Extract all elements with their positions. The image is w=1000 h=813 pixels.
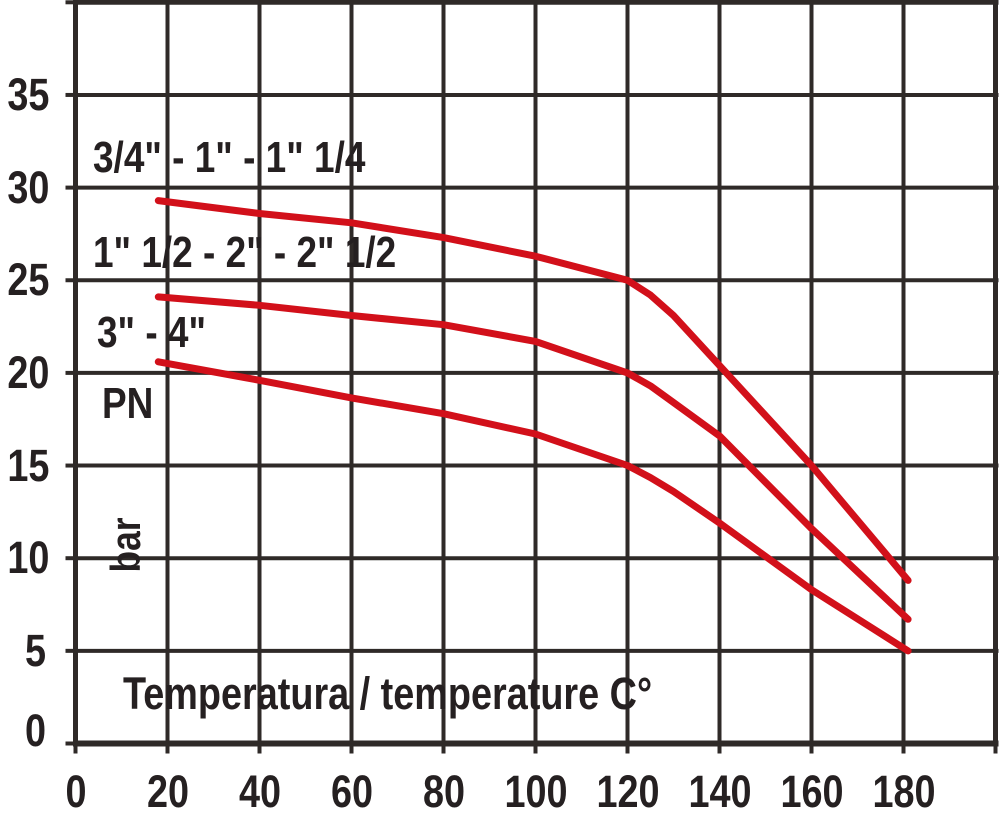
series-label-small-sizes: 3/4" - 1" - 1" 1/4 (93, 133, 366, 182)
y-axis-unit-pn-label: PN (102, 378, 154, 428)
x-tick-label: 0 (64, 766, 87, 813)
y-tick-label: 20 (7, 346, 50, 398)
x-tick-label: 80 (422, 766, 465, 813)
curve-medium-sizes (154, 293, 912, 623)
y-axis-unit-bar-label: bar (102, 517, 150, 573)
series-label-large-sizes: 3" - 4" (97, 308, 207, 358)
y-tick-label: 10 (7, 532, 50, 584)
x-tick-label: 180 (871, 766, 936, 813)
x-tick-label: 60 (330, 766, 373, 813)
x-tick-label: 160 (779, 766, 844, 813)
x-tick-label: 40 (238, 766, 281, 813)
curve-small-sizes (154, 197, 912, 584)
x-tick-label: 140 (687, 766, 752, 813)
y-tick-label: 30 (7, 161, 50, 213)
x-tick-label: 20 (146, 766, 189, 813)
y-tick-label: 35 (7, 68, 50, 120)
x-axis-title: Temperatura / temperature C° (122, 668, 652, 719)
x-tick-label: 120 (595, 766, 660, 813)
y-tick-label: 25 (7, 254, 50, 306)
y-tick-label: 15 (7, 439, 50, 491)
series-label-medium-sizes: 1" 1/2 - 2" - 2" 1/2 (93, 227, 397, 277)
y-tick-label: 5 (24, 624, 46, 676)
curve-large-sizes (154, 358, 912, 655)
y-tick-label: 0 (24, 704, 46, 756)
x-tick-label: 100 (503, 766, 568, 813)
